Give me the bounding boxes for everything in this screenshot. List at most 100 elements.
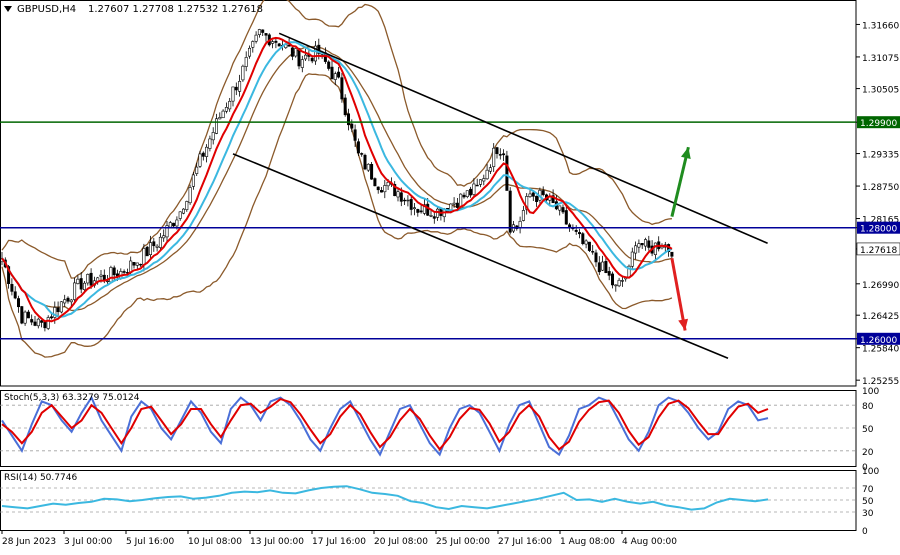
candle-body: [535, 195, 539, 202]
rsi-tick-label: 30: [862, 509, 874, 519]
price-label-box: [857, 332, 900, 345]
down-arrow-shaft: [670, 257, 687, 331]
candle-body: [241, 65, 245, 81]
time-label: 17 Jul 16:00: [312, 537, 366, 547]
candle-body: [634, 245, 638, 254]
candle-body: [356, 141, 360, 154]
price-label-box: [857, 221, 900, 234]
stoch-tick-label: 80: [862, 402, 874, 412]
candle-body: [360, 153, 364, 155]
price-label: 1.27618: [860, 246, 897, 256]
candle-body: [393, 184, 397, 197]
candle-body: [175, 219, 179, 227]
rsi-tick-label: 0: [862, 527, 868, 537]
bollinger-upper-line: [1, 0, 672, 279]
candle-body: [76, 278, 80, 284]
candle-body: [416, 209, 420, 213]
candle-body: [630, 251, 634, 267]
slow-ma-line: [1, 41, 673, 318]
candle-body: [373, 178, 377, 187]
candle-body: [379, 190, 383, 193]
stoch-label: Stoch(5,3,3) 63.3279 75.0124: [4, 393, 140, 403]
candle-body: [452, 202, 456, 205]
candle-body: [40, 320, 44, 323]
candle-body: [601, 261, 605, 271]
price-tick-label: 1.28750: [862, 183, 899, 193]
candle-body: [182, 208, 186, 214]
candle-body: [465, 190, 469, 197]
candle-body: [564, 210, 568, 225]
candle-body: [86, 274, 90, 284]
candle-body: [383, 185, 387, 193]
candle-body: [132, 262, 136, 266]
candle-body: [531, 192, 535, 197]
candle-body: [20, 306, 24, 324]
up-arrow-shaft: [670, 146, 690, 217]
candle-body: [66, 297, 70, 302]
candle-body: [49, 316, 53, 319]
candle-body: [30, 319, 34, 323]
candle-body: [178, 211, 182, 219]
candle-body: [396, 191, 400, 198]
candle-body: [419, 210, 423, 213]
candle-body: [399, 192, 403, 202]
candle-body: [333, 73, 337, 80]
candle-body: [330, 66, 334, 80]
candle-body: [59, 301, 63, 313]
candle-body: [617, 279, 621, 287]
candle-body: [224, 107, 228, 112]
candle-body: [459, 193, 463, 209]
stoch-panel-border: [0, 390, 857, 467]
price-tick-label: 1.31660: [862, 21, 899, 31]
candle-body: [287, 44, 291, 47]
bollinger-middle-line: [1, 46, 673, 312]
candle-body: [261, 29, 265, 33]
candle-body: [455, 202, 459, 208]
price-tick-label: 1.31075: [862, 54, 899, 64]
candle-body: [294, 48, 298, 57]
candle-body: [574, 229, 578, 232]
time-label: 3 Jul 00:00: [64, 537, 113, 547]
candle-body: [610, 273, 614, 286]
time-label: 10 Jul 08:00: [188, 537, 242, 547]
candle-body: [584, 240, 588, 245]
candle-body: [257, 29, 261, 35]
candle-body: [353, 129, 357, 141]
candle-body: [482, 178, 486, 182]
price-tick-label: 1.28165: [862, 216, 899, 226]
candle-body: [495, 147, 499, 154]
candle-body: [122, 271, 126, 273]
candle-body: [274, 40, 278, 43]
candle-body: [653, 242, 657, 255]
time-label: 5 Jul 16:00: [126, 537, 175, 547]
collapse-triangle-icon[interactable]: [4, 6, 12, 12]
stoch-series-line: [1, 397, 769, 451]
price-label: 1.28000: [860, 225, 897, 235]
candle-body: [406, 199, 410, 202]
price-label: 1.29900: [860, 119, 897, 129]
candle-body: [498, 154, 502, 156]
candle-body: [637, 243, 641, 248]
price-tick-label: 1.26425: [862, 312, 899, 322]
candle-body: [254, 34, 258, 42]
candle-body: [135, 262, 139, 266]
candle-body: [469, 188, 473, 196]
rsi-tick-label: 70: [862, 485, 874, 495]
candle-body: [614, 284, 618, 287]
stoch-tick-label: 100: [862, 387, 879, 397]
candle-body: [581, 233, 585, 244]
candle-body: [106, 280, 110, 283]
candle-body: [89, 272, 93, 286]
candle-body: [607, 271, 611, 276]
candle-body: [188, 187, 192, 204]
candle-body: [13, 291, 17, 299]
candle-body: [478, 179, 482, 185]
candle-body: [165, 225, 169, 238]
ohlc-readout: 1.27607 1.27708 1.27532 1.27618: [88, 4, 263, 15]
candle-body: [485, 169, 489, 180]
candle-body: [244, 57, 248, 67]
candle-body: [432, 216, 436, 219]
candle-body: [215, 118, 219, 134]
candle-body: [370, 163, 374, 180]
candle-body: [521, 210, 525, 221]
